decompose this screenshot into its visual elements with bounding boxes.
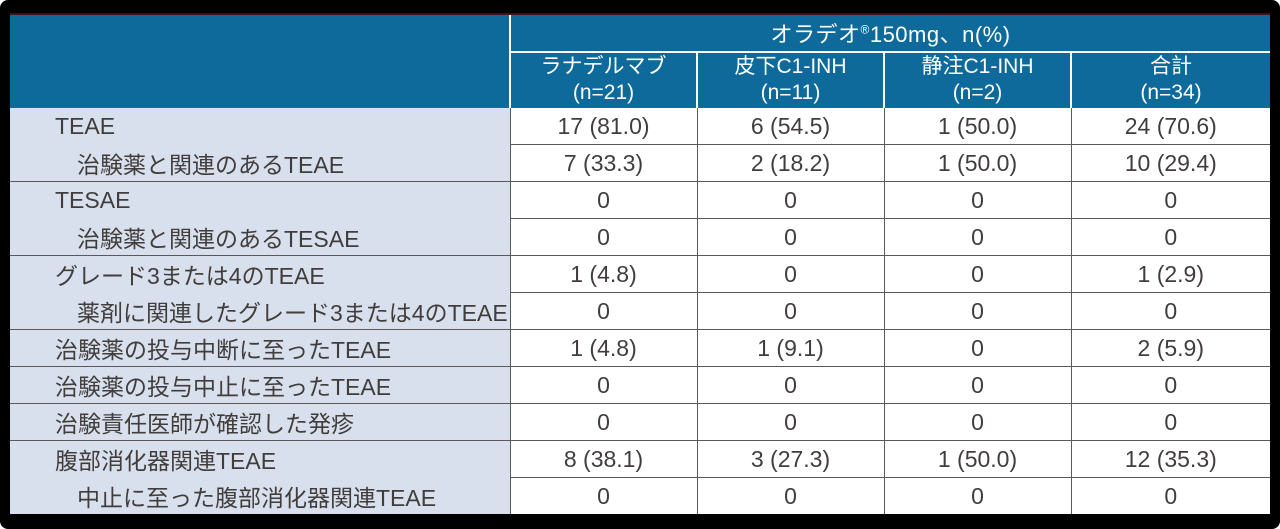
cell-value: 0 xyxy=(696,218,885,256)
cell-value: 0 xyxy=(696,366,885,404)
cell-value: 24 (70.6) xyxy=(1070,107,1271,145)
table-row-tesae: TESAE 0 0 0 0 xyxy=(10,181,1271,219)
column-header-total: 合計 (n=34) xyxy=(1069,52,1271,108)
adverse-events-table: オラデオ®150mg、n(%) ラナデルマブ (n=21) 皮下C1-INH (… xyxy=(10,15,1271,514)
cell-value: 1 (50.0) xyxy=(883,144,1072,182)
row-label: 治験責任医師が確認した発疹 xyxy=(10,403,511,441)
cell-value: 0 xyxy=(1070,403,1271,441)
cell-value: 0 xyxy=(1070,181,1271,219)
cell-value: 0 xyxy=(883,403,1072,441)
cell-value: 0 xyxy=(696,255,885,293)
column-n-count: (n=34) xyxy=(1140,81,1202,104)
cell-value: 1 (4.8) xyxy=(509,329,698,367)
cell-value: 0 xyxy=(883,218,1072,256)
column-n-count: (n=11) xyxy=(760,81,821,104)
table-row-teae-leading-to-discontinuation: 治験薬の投与中止に至ったTEAE 0 0 0 0 xyxy=(10,366,1271,404)
table-row-abdominal-gi-teae: 腹部消化器関連TEAE 8 (38.1) 3 (27.3) 1 (50.0) 1… xyxy=(10,440,1271,478)
cell-value: 0 xyxy=(1070,366,1271,404)
row-label: 治験薬の投与中断に至ったTEAE xyxy=(10,329,511,367)
row-label: 薬剤に関連したグレード3または4のTEAE xyxy=(10,292,511,330)
cell-value: 12 (35.3) xyxy=(1070,440,1271,478)
column-n-count: (n=2) xyxy=(952,81,1003,104)
cell-value: 0 xyxy=(509,366,698,404)
cell-value: 0 xyxy=(1070,218,1271,256)
registered-trademark-mark: ® xyxy=(860,22,870,37)
column-header-iv-c1-inh: 静注C1-INH (n=2) xyxy=(883,52,1071,108)
table-row-drug-related-grade3-4-teae: 薬剤に関連したグレード3または4のTEAE 0 0 0 0 xyxy=(10,292,1271,330)
top-accent-line xyxy=(10,13,1270,15)
table-row-drug-related-tesae: 治験薬と関連のあるTESAE 0 0 0 0 xyxy=(10,218,1271,256)
cell-value: 7 (33.3) xyxy=(509,144,698,182)
column-name: 合計 xyxy=(1150,55,1192,78)
row-label: 腹部消化器関連TEAE xyxy=(10,440,511,478)
header-columns-row: ラナデルマブ (n=21) 皮下C1-INH (n=11) 静注C1-INH (… xyxy=(10,52,1271,108)
cell-value: 17 (81.0) xyxy=(509,107,698,145)
cell-value: 0 xyxy=(1070,477,1271,514)
cell-value: 1 (2.9) xyxy=(1070,255,1271,293)
cell-value: 0 xyxy=(883,255,1072,293)
cell-value: 0 xyxy=(696,403,885,441)
header-title-rest: 150mg、n(%) xyxy=(869,22,1011,47)
header-group-title: オラデオ®150mg、n(%) xyxy=(510,15,1271,53)
cell-value: 0 xyxy=(696,181,885,219)
table-row-drug-related-teae: 治験薬と関連のあるTEAE 7 (33.3) 2 (18.2) 1 (50.0)… xyxy=(10,144,1271,182)
cell-value: 0 xyxy=(883,329,1072,367)
table-row-abdominal-gi-teae-discontinuation: 中止に至った腹部消化器関連TEAE 0 0 0 0 xyxy=(10,477,1271,514)
cell-value: 10 (29.4) xyxy=(1070,144,1271,182)
cell-value: 3 (27.3) xyxy=(696,440,885,478)
cell-value: 0 xyxy=(883,477,1072,514)
cell-value: 0 xyxy=(509,292,698,330)
table-row-investigator-confirmed-rash: 治験責任医師が確認した発疹 0 0 0 0 xyxy=(10,403,1271,441)
cell-value: 0 xyxy=(509,218,698,256)
row-label: 治験薬と関連のあるTEAE xyxy=(10,144,511,182)
cell-value: 0 xyxy=(883,292,1072,330)
column-name: 静注C1-INH xyxy=(921,55,1034,78)
row-label: グレード3または4のTEAE xyxy=(10,255,511,293)
column-header-sc-c1-inh: 皮下C1-INH (n=11) xyxy=(696,52,884,108)
cell-value: 0 xyxy=(883,181,1072,219)
column-name: 皮下C1-INH xyxy=(734,55,847,78)
cell-value: 0 xyxy=(1070,292,1271,330)
row-label: TEAE xyxy=(10,107,511,145)
cell-value: 0 xyxy=(696,292,885,330)
row-label: 治験薬と関連のあるTESAE xyxy=(10,218,511,256)
cell-value: 0 xyxy=(509,477,698,514)
table-row-teae: TEAE 17 (81.0) 6 (54.5) 1 (50.0) 24 (70.… xyxy=(10,107,1271,145)
cell-value: 2 (5.9) xyxy=(1070,329,1271,367)
table-row-grade3-4-teae: グレード3または4のTEAE 1 (4.8) 0 0 1 (2.9) xyxy=(10,255,1271,293)
header-group-row: オラデオ®150mg、n(%) xyxy=(10,15,1271,108)
row-label: 中止に至った腹部消化器関連TEAE xyxy=(10,477,511,514)
cell-value: 0 xyxy=(696,477,885,514)
cell-value: 1 (4.8) xyxy=(509,255,698,293)
table-row-teae-leading-to-interruption: 治験薬の投与中断に至ったTEAE 1 (4.8) 1 (9.1) 0 2 (5.… xyxy=(10,329,1271,367)
column-name: ラナデルマブ xyxy=(540,55,667,78)
row-label: TESAE xyxy=(10,181,511,219)
drug-brand-name: オラデオ xyxy=(770,22,861,47)
cell-value: 1 (50.0) xyxy=(883,440,1072,478)
cell-value: 1 (50.0) xyxy=(883,107,1072,145)
cell-value: 1 (9.1) xyxy=(696,329,885,367)
cell-value: 0 xyxy=(883,366,1072,404)
cell-value: 8 (38.1) xyxy=(509,440,698,478)
column-n-count: (n=21) xyxy=(572,81,635,104)
cell-value: 6 (54.5) xyxy=(696,107,885,145)
cell-value: 2 (18.2) xyxy=(696,144,885,182)
cell-value: 0 xyxy=(509,181,698,219)
header-corner-cell xyxy=(10,15,511,108)
cell-value: 0 xyxy=(509,403,698,441)
column-header-lanadelumab: ラナデルマブ (n=21) xyxy=(509,52,697,108)
row-label: 治験薬の投与中止に至ったTEAE xyxy=(10,366,511,404)
